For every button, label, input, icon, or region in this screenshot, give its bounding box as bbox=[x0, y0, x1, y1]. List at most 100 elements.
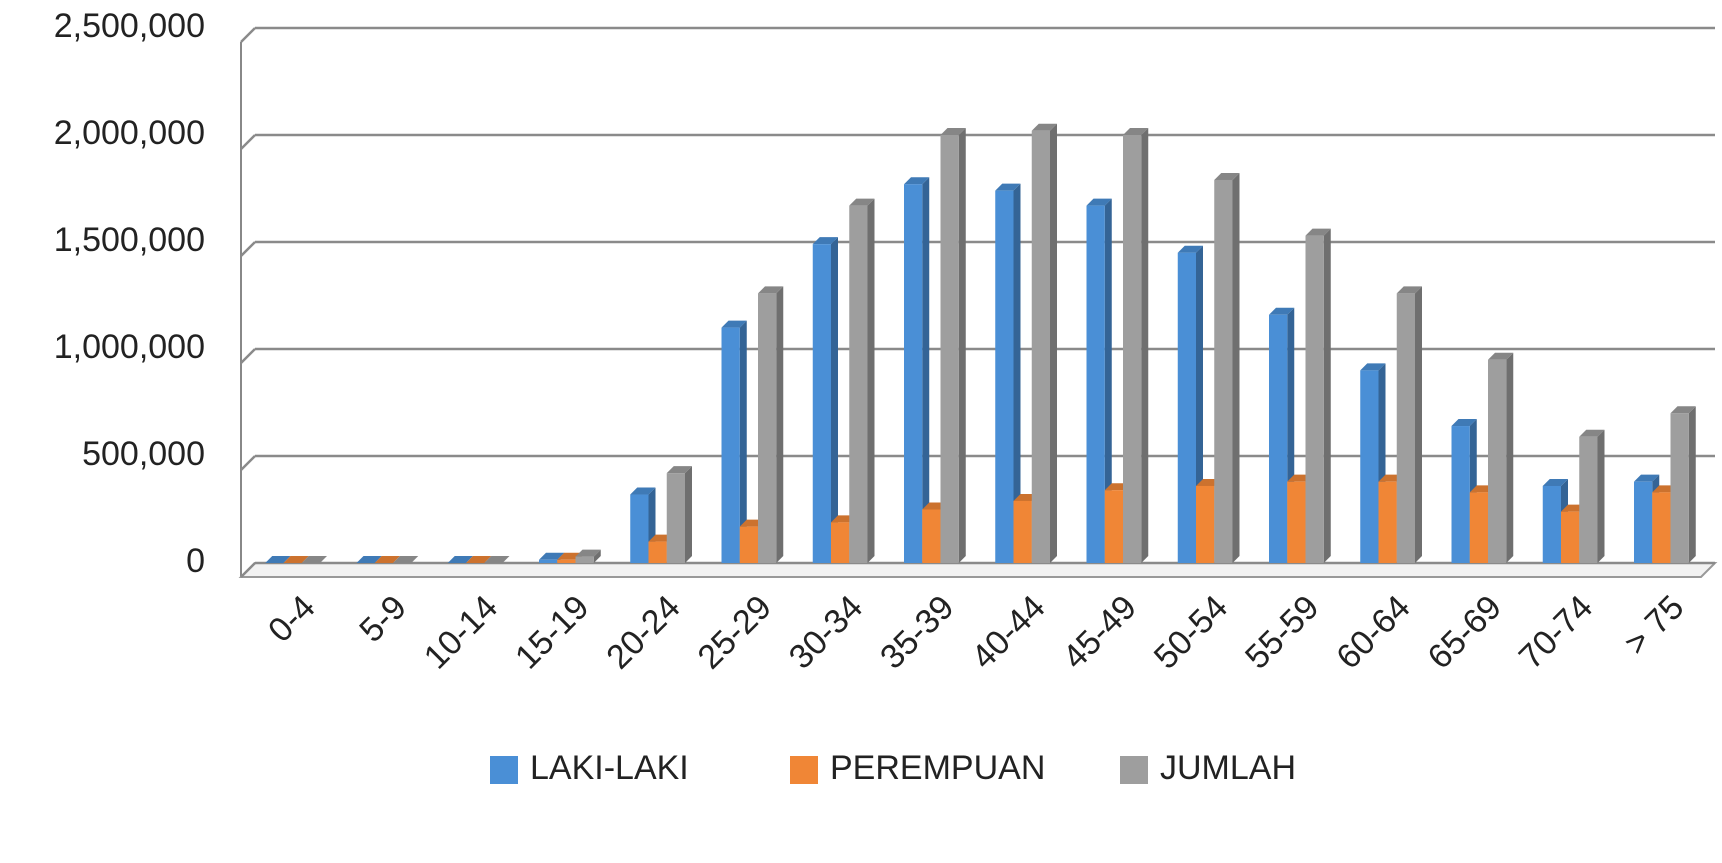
grid-wall bbox=[240, 27, 256, 43]
x-tick-label: 25-29 bbox=[691, 588, 779, 676]
x-tick-label: > 75 bbox=[1617, 588, 1691, 662]
bar bbox=[1451, 426, 1470, 563]
bar-top bbox=[539, 552, 565, 560]
bar bbox=[758, 293, 777, 563]
bar-top bbox=[1269, 307, 1295, 315]
bar-side bbox=[1013, 183, 1021, 563]
y-tick-label: 2,500,000 bbox=[54, 7, 205, 45]
bar-side bbox=[922, 177, 930, 563]
y-tick-label: 1,000,000 bbox=[54, 328, 205, 366]
bar-top bbox=[940, 128, 966, 135]
bar-top bbox=[1634, 474, 1660, 482]
grid-wall bbox=[240, 455, 256, 471]
bar-top bbox=[1360, 363, 1386, 371]
x-tick-label: 65-69 bbox=[1421, 588, 1509, 676]
bar-top bbox=[1214, 172, 1240, 180]
bar bbox=[1542, 485, 1561, 563]
bar bbox=[849, 205, 868, 563]
bar-top bbox=[1031, 123, 1057, 131]
bar bbox=[1269, 314, 1288, 563]
bar-top bbox=[1451, 419, 1477, 427]
x-tick-label: 20-24 bbox=[599, 588, 687, 676]
bar bbox=[575, 556, 594, 563]
bar bbox=[1634, 481, 1653, 563]
bar bbox=[995, 190, 1014, 563]
bar-side bbox=[958, 128, 966, 563]
bar-top bbox=[265, 556, 291, 563]
y-tick-label: 0 bbox=[186, 542, 205, 580]
bar-side bbox=[1597, 429, 1605, 563]
bar bbox=[1360, 370, 1379, 563]
bar bbox=[812, 244, 831, 563]
bar bbox=[539, 559, 558, 563]
x-tick-label: 70-74 bbox=[1512, 588, 1600, 676]
bar-top bbox=[575, 549, 601, 557]
bar-top bbox=[1579, 429, 1605, 437]
bar bbox=[1123, 135, 1142, 563]
bar bbox=[739, 526, 758, 563]
bar bbox=[1579, 436, 1598, 563]
bar bbox=[666, 473, 685, 563]
bar-top bbox=[758, 286, 784, 294]
x-tick-label: 60-64 bbox=[1329, 588, 1417, 676]
bar bbox=[630, 494, 649, 563]
bar-top bbox=[1123, 128, 1149, 135]
legend-label: JUMLAH bbox=[1160, 749, 1296, 787]
bar bbox=[1670, 413, 1689, 563]
bar-side bbox=[1141, 128, 1149, 563]
bar-top bbox=[1396, 286, 1422, 294]
bar bbox=[1177, 252, 1196, 563]
bar bbox=[1086, 205, 1105, 563]
grid-wall bbox=[240, 562, 256, 578]
x-tick-label: 55-59 bbox=[1238, 588, 1326, 676]
bar-side bbox=[1506, 352, 1514, 563]
x-tick-label: 15-19 bbox=[508, 588, 596, 676]
legend-swatch bbox=[790, 756, 818, 784]
bar-top bbox=[1177, 245, 1203, 253]
bar-top bbox=[1086, 198, 1112, 206]
bar-side bbox=[1232, 172, 1240, 563]
bar-top bbox=[374, 556, 400, 563]
x-tick-label: 40-44 bbox=[964, 588, 1052, 676]
x-tick-label: 10-14 bbox=[417, 588, 505, 676]
bar-side bbox=[831, 237, 838, 563]
bar-top bbox=[630, 487, 656, 495]
legend-label: PEREMPUAN bbox=[830, 749, 1045, 787]
bar-top bbox=[393, 556, 419, 563]
bar-top bbox=[849, 198, 875, 206]
bar-side bbox=[685, 466, 692, 563]
bar bbox=[1652, 492, 1671, 563]
y-tick-label: 1,500,000 bbox=[54, 221, 205, 259]
bar bbox=[557, 559, 576, 563]
bar-top bbox=[995, 183, 1021, 191]
bar-top bbox=[301, 556, 327, 563]
legend-label: LAKI-LAKI bbox=[530, 749, 689, 787]
bar-top bbox=[1542, 478, 1568, 486]
legend-swatch bbox=[490, 756, 518, 784]
bar bbox=[1031, 130, 1050, 563]
bar-top bbox=[356, 556, 382, 563]
bar bbox=[831, 522, 850, 563]
y-tick-label: 500,000 bbox=[82, 435, 205, 473]
bar bbox=[1378, 481, 1397, 563]
bar bbox=[721, 327, 740, 563]
x-tick-label: 0-4 bbox=[261, 588, 323, 650]
bar bbox=[1488, 359, 1507, 563]
y-tick-label: 2,000,000 bbox=[54, 114, 205, 152]
bar bbox=[1469, 492, 1488, 563]
bar-top bbox=[466, 556, 492, 563]
bar-top bbox=[283, 556, 309, 563]
x-tick-label: 30-34 bbox=[782, 588, 870, 676]
bar-side bbox=[593, 549, 601, 563]
bar-top bbox=[666, 466, 692, 474]
bar bbox=[1196, 485, 1215, 563]
bar-side bbox=[1050, 123, 1057, 563]
bar bbox=[648, 541, 667, 563]
bar-side bbox=[1104, 198, 1112, 563]
x-tick-label: 5-9 bbox=[352, 588, 414, 650]
bar-top bbox=[447, 556, 473, 563]
bar-top bbox=[1488, 352, 1514, 360]
bar-top bbox=[1305, 228, 1331, 236]
bar-side bbox=[739, 320, 747, 563]
